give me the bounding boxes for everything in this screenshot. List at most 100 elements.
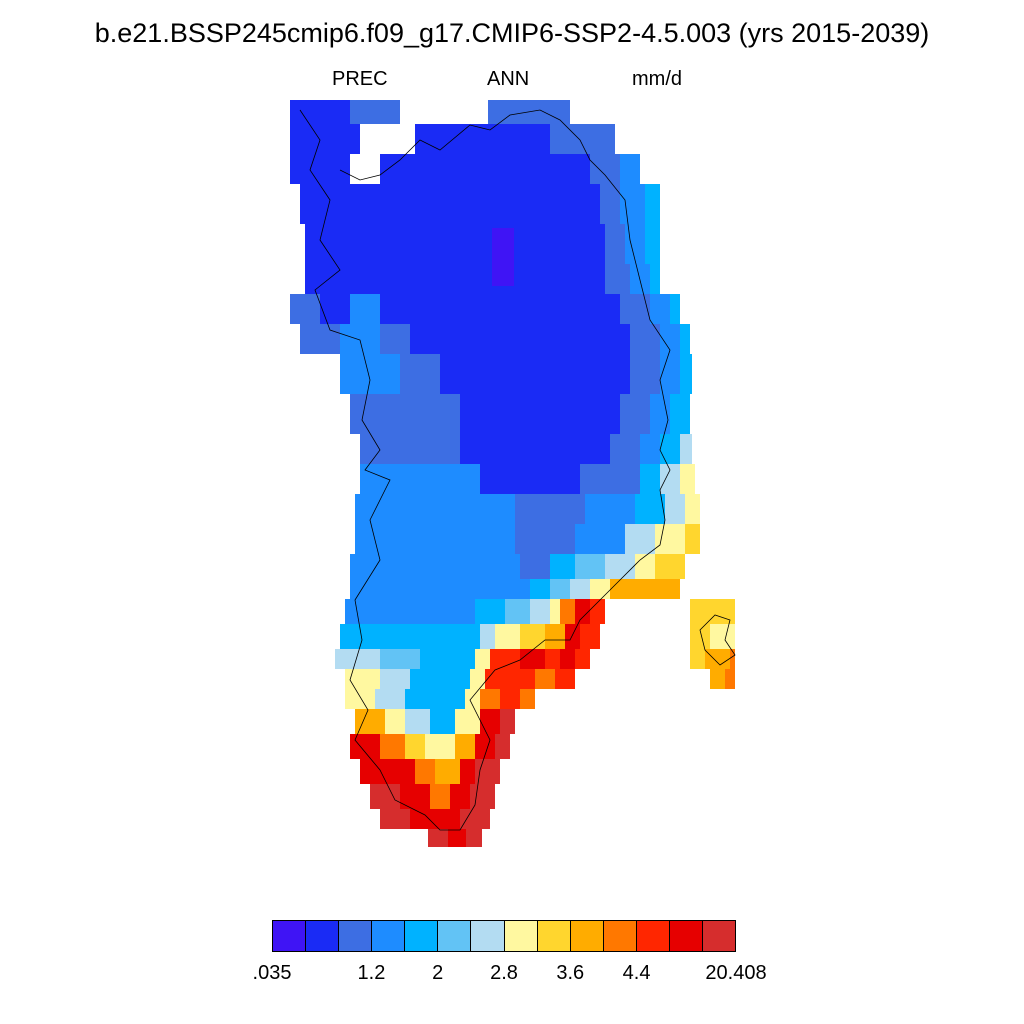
map-cell xyxy=(660,434,680,464)
map-cell xyxy=(630,354,660,394)
map-cell xyxy=(370,784,400,809)
map-cell xyxy=(640,579,680,599)
map-cell xyxy=(650,294,670,324)
map-cell xyxy=(475,599,505,624)
map-cell xyxy=(660,324,680,354)
map-cell xyxy=(520,624,545,649)
map-cell xyxy=(290,100,350,124)
map-cell xyxy=(515,524,575,554)
variable-label: PREC xyxy=(332,68,388,90)
map-cell xyxy=(405,709,430,734)
map-cell xyxy=(605,264,630,294)
map-cell xyxy=(400,784,430,809)
map-cell xyxy=(470,669,485,689)
map-cell xyxy=(690,599,735,624)
map-cell xyxy=(380,649,420,669)
map-cell xyxy=(350,394,420,434)
map-cell xyxy=(360,464,480,494)
map-cell xyxy=(420,649,475,669)
map-cell xyxy=(440,354,630,394)
map-cell xyxy=(350,294,380,324)
colorbar-swatch xyxy=(702,920,737,952)
map-cell xyxy=(550,124,585,154)
coastline xyxy=(299,109,736,831)
map-cell xyxy=(730,649,735,669)
coastline-mainland xyxy=(299,109,671,831)
map-cell xyxy=(350,579,530,599)
map-cell xyxy=(625,524,655,554)
map-cell xyxy=(545,649,560,669)
map-cell xyxy=(490,124,550,154)
colorbar-swatch xyxy=(668,920,703,952)
map-cell xyxy=(565,624,580,649)
map-cell xyxy=(705,649,730,669)
map-cell xyxy=(410,324,630,354)
map-cell xyxy=(545,624,565,649)
map-cell xyxy=(425,734,455,759)
map-cell xyxy=(680,464,695,494)
map-cell xyxy=(430,809,460,829)
map-cell xyxy=(485,669,505,689)
colorbar-swatch xyxy=(536,920,570,952)
map-cell xyxy=(428,829,448,847)
map-cell xyxy=(410,809,430,829)
colorbar-swatch xyxy=(602,920,636,952)
colorbar-swatch xyxy=(272,920,306,952)
map-cell xyxy=(460,759,475,784)
map-cell xyxy=(450,784,470,809)
map-cell xyxy=(710,624,735,649)
map-cell xyxy=(685,524,700,554)
map-cell xyxy=(350,554,520,579)
map-cell xyxy=(660,354,680,394)
map-cell xyxy=(390,759,415,784)
map-cell xyxy=(350,734,380,759)
colorbar-tick-label: 4.4 xyxy=(622,962,651,984)
map-cell xyxy=(560,649,575,669)
map-cell xyxy=(430,709,455,734)
colorbar-swatch xyxy=(569,920,603,952)
colorbar-tick-label: 1.2 xyxy=(357,962,386,984)
map-cell xyxy=(480,709,500,734)
colorbar xyxy=(272,920,737,952)
map-cell xyxy=(670,394,690,434)
map-cell xyxy=(520,649,545,669)
map-cell xyxy=(625,224,645,264)
map-cell xyxy=(685,494,700,524)
season-label: ANN xyxy=(487,68,530,90)
map-cell xyxy=(620,394,650,434)
colorbar-tick-label: 3.6 xyxy=(556,962,585,984)
coastline-iceland xyxy=(699,614,736,666)
map-cell xyxy=(680,354,692,394)
map-cell xyxy=(635,494,665,524)
map-cell xyxy=(360,434,460,464)
map-cell xyxy=(590,599,605,624)
map-cell xyxy=(355,709,385,734)
map-cell xyxy=(290,154,350,184)
map-cell xyxy=(570,579,590,599)
units-label: mm/d xyxy=(632,68,682,90)
map-cell xyxy=(480,624,495,649)
map-cell xyxy=(690,624,710,649)
map-cell xyxy=(610,579,640,599)
colorbar-swatch xyxy=(371,920,405,952)
map-cell xyxy=(560,599,575,624)
map-cell xyxy=(635,554,655,579)
colorbar-swatch xyxy=(338,920,372,952)
map-cell xyxy=(585,494,635,524)
map-cell xyxy=(460,809,490,829)
map-cell xyxy=(300,184,600,224)
map-cell xyxy=(605,554,635,579)
map-cell xyxy=(305,224,605,264)
map-cell xyxy=(680,434,692,464)
map-cell xyxy=(405,734,425,759)
map-cell xyxy=(380,154,590,184)
map-cell xyxy=(380,809,410,829)
map-cell xyxy=(520,554,550,579)
map-cell xyxy=(620,154,640,184)
map-cell xyxy=(710,669,725,689)
map-cell xyxy=(495,624,520,649)
map-cell xyxy=(550,579,570,599)
map-cell xyxy=(466,829,482,847)
map-cell xyxy=(345,669,380,689)
